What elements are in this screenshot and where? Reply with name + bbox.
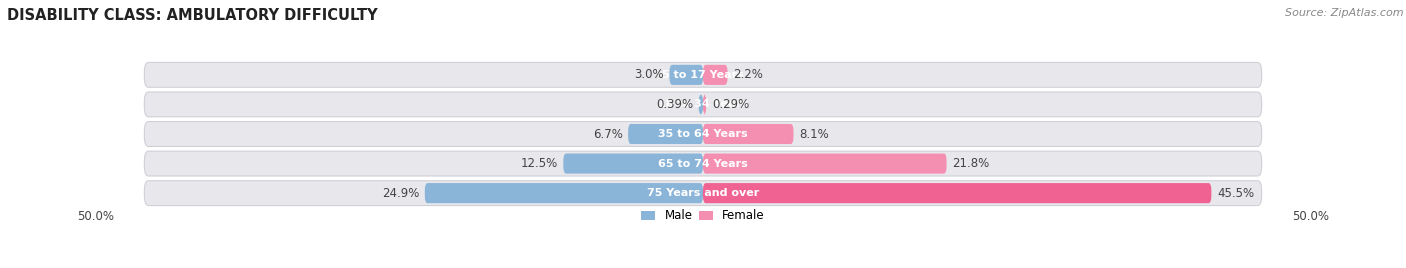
Text: 12.5%: 12.5%	[520, 157, 558, 170]
Text: 6.7%: 6.7%	[593, 128, 623, 140]
FancyBboxPatch shape	[145, 181, 1261, 206]
FancyBboxPatch shape	[145, 151, 1261, 176]
FancyBboxPatch shape	[703, 94, 706, 114]
Text: 8.1%: 8.1%	[799, 128, 828, 140]
Text: 5 to 17 Years: 5 to 17 Years	[662, 70, 744, 80]
Text: 35 to 64 Years: 35 to 64 Years	[658, 129, 748, 139]
Text: 21.8%: 21.8%	[952, 157, 990, 170]
FancyBboxPatch shape	[425, 183, 703, 203]
Text: 18 to 34 Years: 18 to 34 Years	[658, 99, 748, 109]
Text: 2.2%: 2.2%	[733, 68, 763, 81]
FancyBboxPatch shape	[703, 183, 1212, 203]
FancyBboxPatch shape	[145, 62, 1261, 87]
Text: 75 Years and over: 75 Years and over	[647, 188, 759, 198]
Text: 65 to 74 Years: 65 to 74 Years	[658, 159, 748, 169]
FancyBboxPatch shape	[669, 65, 703, 85]
Text: 45.5%: 45.5%	[1218, 187, 1254, 200]
Text: DISABILITY CLASS: AMBULATORY DIFFICULTY: DISABILITY CLASS: AMBULATORY DIFFICULTY	[7, 8, 378, 23]
FancyBboxPatch shape	[145, 122, 1261, 146]
FancyBboxPatch shape	[703, 65, 727, 85]
FancyBboxPatch shape	[564, 154, 703, 174]
FancyBboxPatch shape	[699, 94, 703, 114]
FancyBboxPatch shape	[145, 92, 1261, 117]
Text: 50.0%: 50.0%	[77, 210, 114, 223]
FancyBboxPatch shape	[703, 124, 793, 144]
Text: 50.0%: 50.0%	[1292, 210, 1329, 223]
FancyBboxPatch shape	[703, 154, 946, 174]
Text: 0.39%: 0.39%	[657, 98, 693, 111]
FancyBboxPatch shape	[628, 124, 703, 144]
Text: 0.29%: 0.29%	[711, 98, 749, 111]
Legend: Male, Female: Male, Female	[641, 209, 765, 222]
Text: Source: ZipAtlas.com: Source: ZipAtlas.com	[1285, 8, 1403, 18]
Text: 24.9%: 24.9%	[382, 187, 419, 200]
Text: 3.0%: 3.0%	[634, 68, 664, 81]
